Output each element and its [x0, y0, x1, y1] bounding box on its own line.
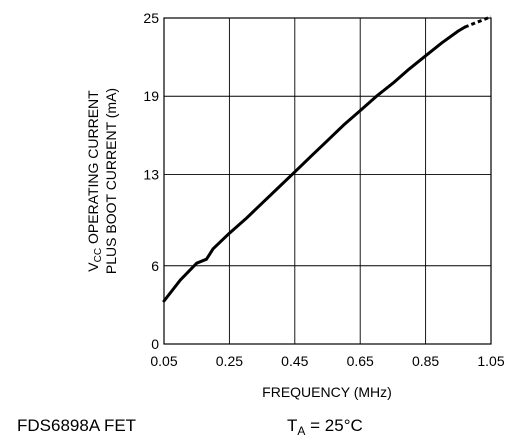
x-tick-label: 0.65 — [347, 353, 374, 369]
x-axis-title: FREQUENCY (MHz) — [262, 384, 392, 400]
y-tick-label: 25 — [143, 10, 159, 26]
grid-lines — [164, 18, 491, 344]
tick-labels: 0.05 0.25 0.45 0.65 0.85 1.05 0 6 13 19 25 — [143, 10, 504, 369]
x-tick-label: 0.05 — [150, 353, 177, 369]
y-tick-label: 13 — [143, 166, 159, 182]
y-tick-label: 19 — [143, 88, 159, 104]
x-tick-label: 0.45 — [281, 353, 308, 369]
x-tick-label: 1.05 — [477, 353, 504, 369]
series-line — [162, 25, 467, 303]
x-tick-label: 0.85 — [412, 353, 439, 369]
plot-frame — [163, 17, 492, 345]
series-extrapolation-line — [464, 15, 492, 29]
y-tick-label: 0 — [151, 336, 159, 352]
temperature-label: TA = 25°C — [287, 416, 363, 438]
series-group — [162, 15, 492, 303]
x-tick-label: 0.25 — [216, 353, 243, 369]
y-axis-title-line1: VCC OPERATING CURRENT — [85, 90, 104, 272]
y-axis-title-line2: PLUS BOOT CURRENT (mA) — [103, 88, 119, 274]
y-tick-label: 6 — [151, 258, 159, 274]
device-label: FDS6898A FET — [17, 416, 136, 435]
